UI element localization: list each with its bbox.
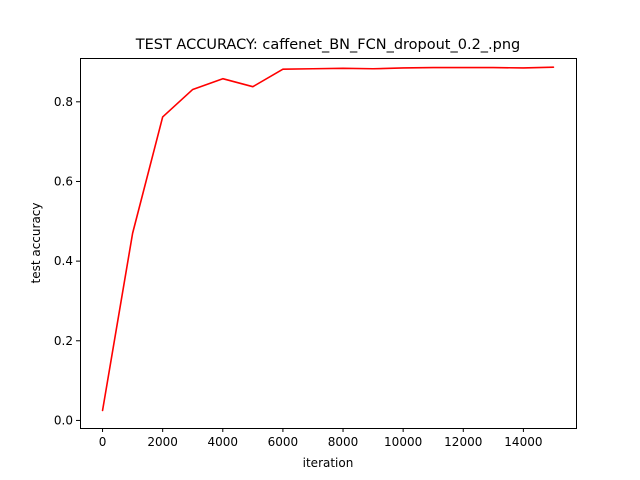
- y-tick-label: 0.2: [54, 334, 73, 348]
- x-tick-label: 8000: [328, 435, 359, 449]
- y-tick-label: 0.8: [54, 95, 73, 109]
- x-tick-label: 12000: [444, 435, 482, 449]
- y-axis-ticks: 0.0 0.2 0.4 0.6 0.8: [54, 95, 80, 427]
- y-tick-label: 0.0: [54, 413, 73, 427]
- y-tick-label: 0.6: [54, 174, 73, 188]
- y-axis-label: test accuracy: [29, 203, 43, 284]
- chart-title: TEST ACCURACY: caffenet_BN_FCN_dropout_0…: [135, 37, 521, 53]
- axes-frame: [80, 58, 577, 429]
- plot-area: [80, 58, 577, 429]
- y-tick-label: 0.4: [54, 254, 73, 268]
- x-tick-label: 0: [99, 435, 107, 449]
- x-tick-label: 4000: [208, 435, 239, 449]
- x-axis-ticks: 0 2000 4000 6000 8000 10000 12000 14000: [99, 428, 542, 449]
- series-line: [101, 66, 555, 412]
- x-tick-label: 14000: [504, 435, 542, 449]
- x-tick-label: 10000: [384, 435, 422, 449]
- x-axis-label: iteration: [303, 456, 354, 470]
- x-tick-label: 6000: [268, 435, 299, 449]
- x-tick-label: 2000: [147, 435, 178, 449]
